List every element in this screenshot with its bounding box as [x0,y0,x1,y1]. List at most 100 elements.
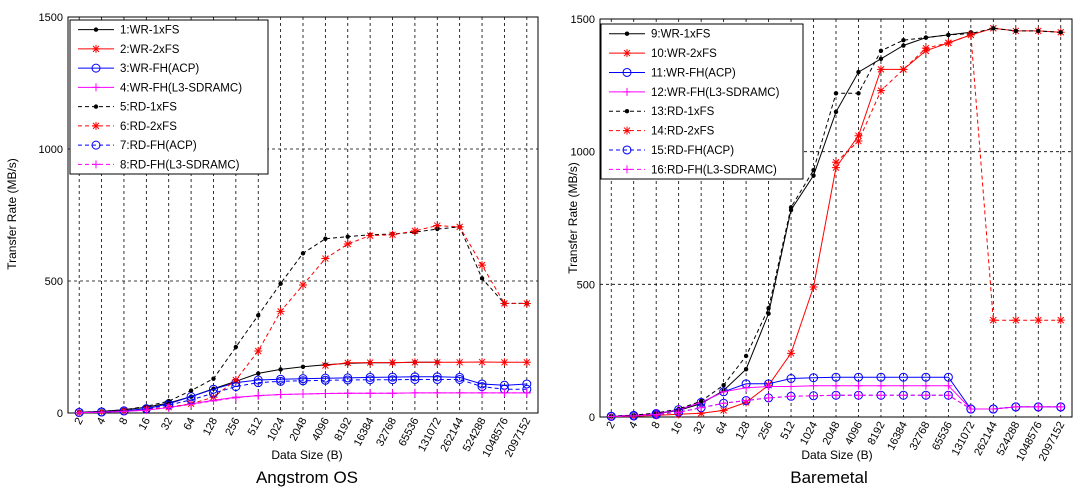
legend-marker [93,27,99,32]
data-point [832,381,840,390]
data-point [276,307,285,316]
data-point [119,407,128,416]
data-point [811,168,816,173]
legend-label: 6:RD-2xFS [120,121,177,133]
x-tick-label: 8192 [332,416,354,443]
x-axis-label: Data Size (B) [271,448,342,462]
data-point [343,373,353,383]
data-point [256,371,261,376]
data-point [876,86,885,95]
data-point [832,163,840,172]
data-point [743,353,749,359]
data-point [478,388,487,397]
data-point [343,240,352,249]
data-point [142,406,151,415]
data-point [433,221,442,230]
legend-label: 1:WR-1xFS [120,25,180,37]
data-point [854,137,863,146]
data-point [1034,402,1043,411]
series-line [79,379,527,413]
data-point [719,387,728,396]
x-tick-label: 16 [137,416,153,432]
data-point [500,299,509,308]
data-point [1056,402,1065,411]
data-point [299,389,307,398]
data-point [923,35,929,40]
data-point [966,405,975,414]
data-point [921,44,930,53]
legend-marker [623,87,631,96]
legend-label: 9:WR-1xFS [651,29,711,41]
data-point [697,409,706,418]
series-8-rd-fh-l3-sdramc- [75,388,531,417]
data-point [674,408,683,417]
data-point [522,299,531,308]
data-point [478,358,487,367]
data-point [433,388,442,397]
data-point [766,311,771,316]
x-tick-label: 256 [756,420,775,442]
x-tick-label: 1024 [265,416,287,443]
data-point [522,358,531,367]
series-14-rd-2xfs [832,30,1065,325]
data-point [1036,28,1041,34]
data-point [742,396,751,405]
data-point [901,43,906,48]
data-point [209,396,218,405]
data-point [809,391,818,400]
legend-label: 2:WR-2xFS [120,44,180,56]
data-point [345,234,350,239]
data-point [921,381,930,390]
x-tick-label: 4 [627,420,640,431]
data-point [721,382,726,388]
data-point [455,372,465,382]
data-point [388,372,398,382]
y-tick-label: 0 [57,408,63,420]
data-point [991,26,996,31]
data-point [298,376,308,386]
data-point [211,376,216,381]
data-point [764,382,773,391]
x-tick-label: 16384 [885,420,910,453]
legend-marker [624,108,630,114]
legend-label: 15:RD-FH(ACP) [651,145,734,157]
data-point [1011,402,1020,411]
legend-label: 11:WR-FH(ACP) [651,67,736,79]
data-point [388,375,398,385]
y-axis-label: Transfer Rate (MB/s) [566,162,580,274]
data-point [629,411,638,420]
data-point [946,32,951,38]
data-point [787,392,796,401]
data-point [697,403,706,412]
legend-marker [92,44,100,53]
series-2-wr-2xfs [321,358,531,370]
data-point [278,367,283,372]
data-point [276,376,286,386]
legend-marker [91,140,101,150]
legend-marker [624,31,630,36]
legend-box [69,19,269,175]
data-point [410,372,420,382]
legend-marker [93,104,99,109]
data-point [788,205,794,210]
data-point [832,391,840,400]
data-point [607,412,616,421]
data-point [300,251,306,256]
data-point [343,389,352,398]
data-point [811,173,816,178]
data-point [522,379,532,389]
data-point [300,364,306,369]
x-axis-label: Data Size (B) [801,448,872,462]
series-line [325,361,527,366]
x-tick-label: 512 [246,416,265,438]
x-tick-label: 4096 [310,416,332,443]
data-point [254,391,263,400]
y-tick-label: 1000 [39,144,63,156]
x-tick-label: 2 [604,420,617,431]
data-point [388,230,397,239]
data-point [321,389,330,398]
y-tick-label: 1500 [571,14,595,26]
data-point [320,375,330,385]
data-point [876,65,885,74]
data-point [455,374,465,384]
